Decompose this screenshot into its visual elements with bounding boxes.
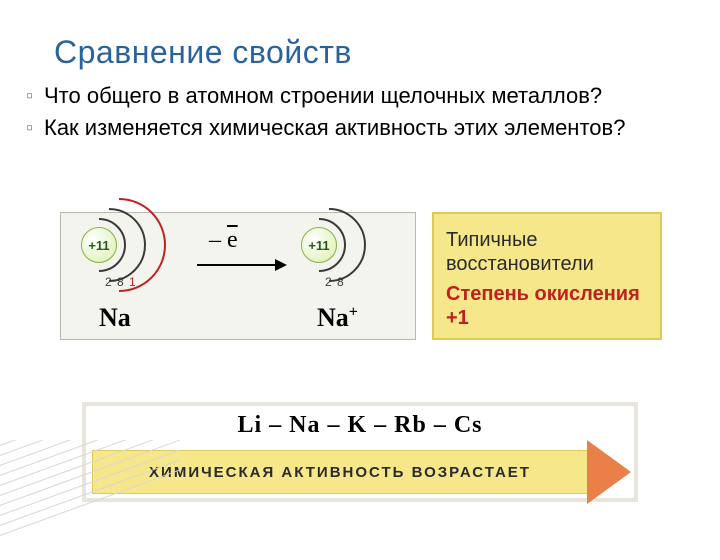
slide-title: Сравнение свойств (54, 34, 352, 71)
na-plus-symbol: Na (317, 303, 349, 332)
bullet-item: ▫ Что общего в атомном строении щелочных… (26, 82, 666, 110)
electron-shell-icon (96, 196, 194, 294)
electron-shell-icon (316, 206, 394, 284)
redox-line-1: Типичные восстановители (446, 228, 648, 276)
shell-electron-count: 1 (129, 275, 136, 289)
bullet-marker-icon: ▫ (26, 114, 44, 142)
activity-panel: Li – Na – K – Rb – Cs ХИМИЧЕСКАЯ АКТИВНО… (82, 402, 638, 502)
activity-arrow-head-icon (587, 440, 631, 504)
bullet-text: Что общего в атомном строении щелочных м… (44, 82, 602, 110)
na-plus-charge: + (349, 303, 358, 320)
na-label: Na (99, 303, 131, 333)
redox-line-2: Степень окисления +1 (446, 282, 648, 330)
bullet-list: ▫ Что общего в атомном строении щелочных… (26, 82, 666, 146)
bullet-marker-icon: ▫ (26, 82, 44, 110)
minus-e-text: – e (209, 227, 238, 253)
activity-arrow-body: ХИМИЧЕСКАЯ АКТИВНОСТЬ ВОЗРАСТАЕТ (92, 450, 588, 494)
activity-arrow-label: ХИМИЧЕСКАЯ АКТИВНОСТЬ ВОЗРАСТАЕТ (149, 464, 531, 481)
shell-electron-count: 8 (337, 275, 344, 289)
reaction-arrow-icon (197, 257, 287, 273)
electron-loss-label: – e (209, 227, 238, 254)
bullet-text: Как изменяется химическая активность эти… (44, 114, 625, 142)
element-series: Li – Na – K – Rb – Cs (86, 412, 634, 439)
redox-info-box: Типичные восстановители Степень окислени… (432, 212, 662, 340)
atom-diagram-panel: +11 +11 – e Na Na+ 28128 (60, 212, 416, 340)
bullet-item: ▫ Как изменяется химическая активность э… (26, 114, 666, 142)
na-plus-label: Na+ (317, 303, 358, 333)
